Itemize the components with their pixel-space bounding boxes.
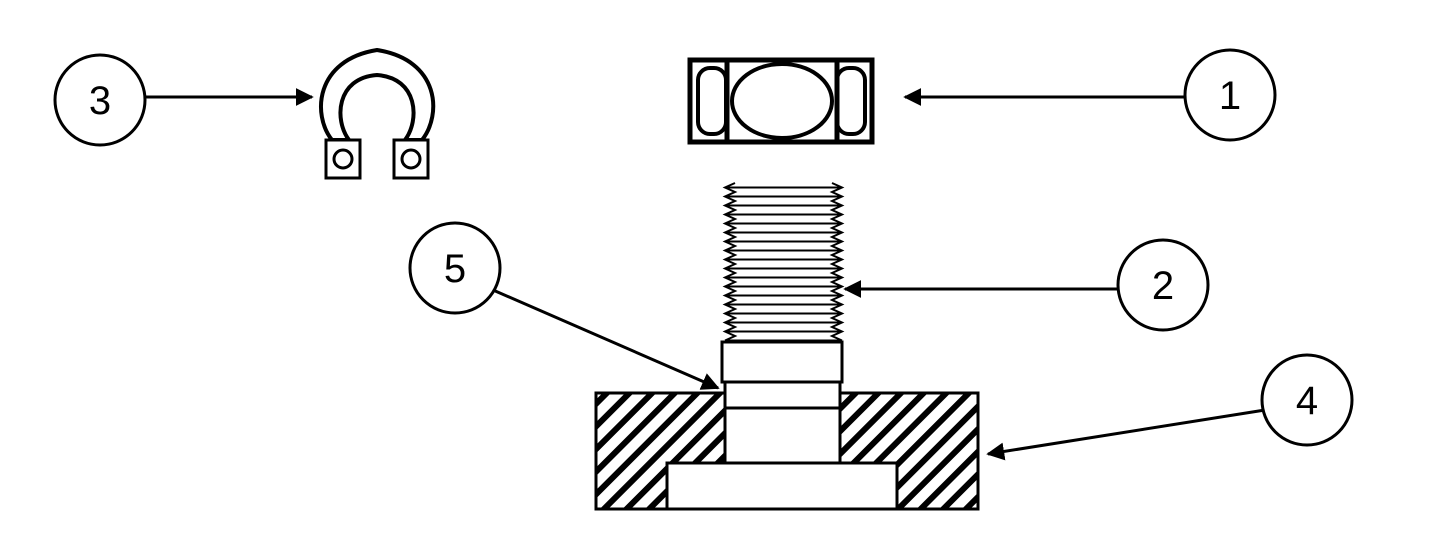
callout-1: 1 <box>1183 48 1277 142</box>
callout-5: 5 <box>408 221 502 315</box>
callout-5-label: 5 <box>444 247 466 291</box>
collar <box>720 340 844 465</box>
nut <box>687 57 875 145</box>
callout-2: 2 <box>1116 238 1210 332</box>
callout-4: 4 <box>1260 353 1354 447</box>
terminal-clamp <box>319 47 436 180</box>
callout-1-label: 1 <box>1219 74 1241 118</box>
callout-2-label: 2 <box>1152 264 1174 308</box>
threaded-stud <box>722 182 845 342</box>
stud-thread-right <box>829 182 845 342</box>
leader-line-4 <box>986 408 1266 461</box>
stud-thread-left <box>722 182 738 342</box>
callout-3: 3 <box>53 53 147 147</box>
stud-threads <box>722 182 845 342</box>
leader-line-5 <box>492 288 720 390</box>
callout-3-label: 3 <box>89 79 111 123</box>
callout-4-label: 4 <box>1296 379 1318 423</box>
